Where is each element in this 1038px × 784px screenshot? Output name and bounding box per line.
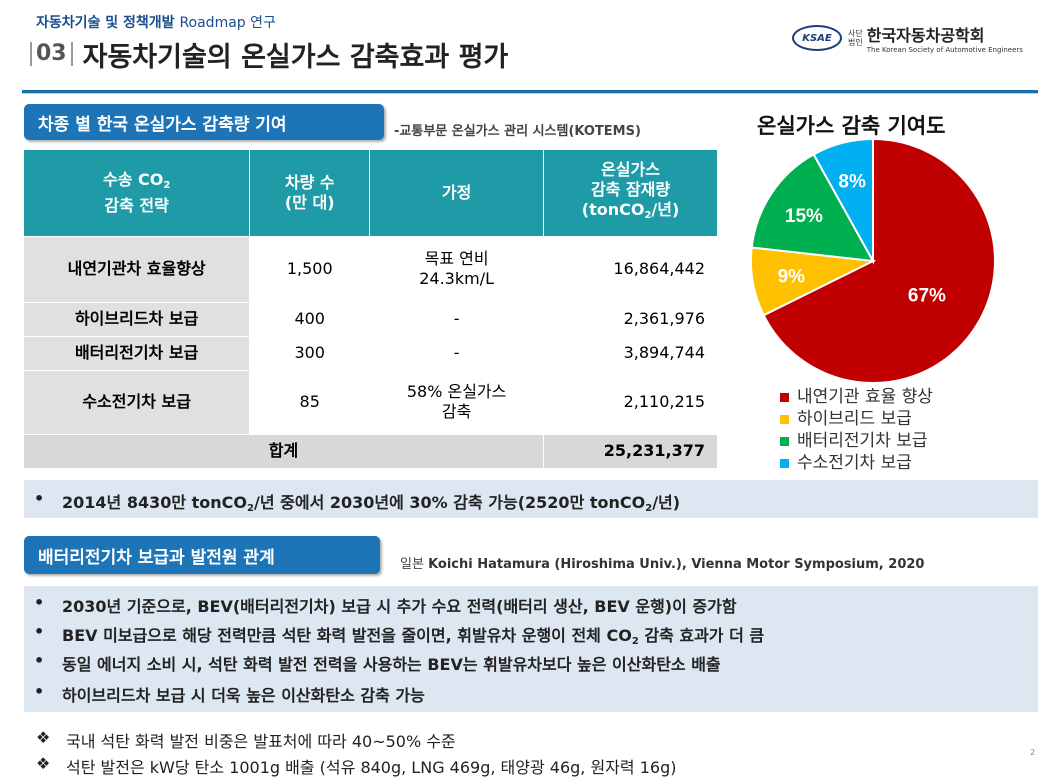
pie-label-3: 15% (785, 206, 823, 227)
row-strategy: 수소전기차 보급 (24, 369, 251, 434)
table-row: 하이브리드차 보급 400 - 2,361,976 (24, 301, 718, 336)
note-item: ❖ 국내 석탄 화력 발전 비중은 발표처에 따라 40~50% 수준 (36, 728, 456, 752)
legend-label: 수소전기차 보급 (797, 453, 912, 473)
logo-en-name: The Korean Society of Automotive Enginee… (866, 46, 1023, 54)
legend-item: 배터리전기차 보급 (780, 430, 933, 452)
row-count: 1,500 (249, 235, 371, 302)
pie-slice-1 (762, 137, 996, 384)
bullets-box (24, 586, 1038, 712)
ksae-logo: KSAE 사단 법인 한국자동차공학회 The Korean Society of… (792, 22, 1023, 54)
header-reduction: 온실가스 감축 잠재량 (tonCO2/년) (543, 150, 718, 236)
row-reduction: 16,864,442 (543, 235, 718, 302)
header-subtitle-ko: 자동차기술 및 정책개발 (36, 15, 175, 31)
title-row: 03 자동차기술의 온실가스 감축효과 평가 (30, 34, 508, 74)
row-strategy: 하이브리드차 보급 (24, 301, 251, 336)
header-subtitle-en: Roadmap 연구 (179, 15, 276, 31)
header-count: 차량 수 (만 대) (249, 150, 371, 236)
bullet-text: 2030년 기준으로, BEV(배터리전기차) 보급 시 추가 수요 전력(배터… (62, 597, 737, 616)
summary-text: 2014년 8430만 tonCO2/년 중에서 2030년에 30% 감축 가… (62, 493, 681, 514)
row-count: 400 (249, 301, 371, 336)
table-row: 수소전기차 보급 85 58% 온실가스 감축 2,110,215 (24, 369, 718, 434)
chart-title: 온실가스 감축 기여도 (757, 114, 946, 138)
section1-source: -교통부문 온실가스 관리 시스템(KOTEMS) (394, 124, 641, 139)
note-text: 국내 석탄 화력 발전 비중은 발표처에 따라 40~50% 수준 (66, 732, 456, 751)
page-number: 2 (1030, 748, 1036, 757)
row-strategy: 배터리전기차 보급 (24, 335, 251, 370)
row-strategy: 내연기관차 효율향상 (24, 235, 251, 302)
pie-chart: 67% 9% 15% 8% (750, 137, 996, 384)
note-text: 석탄 발전은 kW당 탄소 1001g 배출 (석유 840g, LNG 469… (66, 758, 677, 777)
row-assumption: 58% 온실가스 감축 (369, 369, 545, 434)
table-header-row: 수송 CO2 감축 전략 차량 수 (만 대) 가정 온실가스 감축 잠재량 (tonC… (24, 150, 718, 236)
pie-slice-4 (812, 137, 874, 265)
page-title: 자동차기술의 온실가스 감축효과 평가 (82, 41, 509, 73)
list-item: • BEV 미보급으로 해당 전력만큼 석탄 화력 발전을 줄이면, 휘발유차 운… (34, 622, 765, 647)
logo-corp-label: 사단 법인 (848, 29, 863, 47)
pie-label-1: 67% (908, 285, 946, 306)
ksae-logo-icon: KSAE (792, 25, 842, 51)
legend-item: 내연기관 효율 향상 (780, 386, 933, 408)
table-row: 내연기관차 효율향상 1,500 목표 연비 24.3km/L 16,864,44… (24, 235, 718, 302)
list-item: • 하이브리드차 보급 시 더욱 높은 이산화탄소 감축 가능 (34, 682, 425, 705)
legend-swatch (780, 458, 789, 468)
row-reduction: 2,110,215 (543, 369, 718, 434)
header-assumption: 가정 (369, 150, 545, 236)
note-symbol: ❖ (36, 728, 51, 747)
chart-legend: 내연기관 효율 향상 하이브리드 보급 배터리전기차 보급 수소전기차 보급 (780, 386, 933, 474)
section1-label: 차종 별 한국 온실가스 감축량 기여 (24, 104, 384, 140)
list-item: • 동일 에너지 소비 시, 석탄 화력 발전 전력을 사용하는 BEV는 휘발유… (34, 651, 721, 674)
pie-slice-3 (750, 153, 875, 263)
bullet-text: 하이브리드차 보급 시 더욱 높은 이산화탄소 감축 가능 (62, 686, 425, 705)
row-assumption: 목표 연비 24.3km/L (369, 235, 545, 302)
legend-label: 내연기관 효율 향상 (797, 387, 933, 407)
summary-bullet: • (34, 489, 45, 508)
row-assumption: - (369, 301, 545, 336)
summary-line: • 2014년 8430만 tonCO2/년 중에서 2030년에 30% 감축… (34, 489, 680, 514)
legend-label: 하이브리드 보급 (797, 409, 912, 429)
bullet-text: 동일 에너지 소비 시, 석탄 화력 발전 전력을 사용하는 BEV는 휘발유차… (62, 655, 721, 674)
note-item: ❖ 석탄 발전은 kW당 탄소 1001g 배출 (석유 840g, LNG 4… (36, 754, 676, 778)
section2-source: 일본 Koichi Hatamura (Hiroshima Univ.), Vi… (400, 557, 925, 572)
section-number: 03 (30, 42, 73, 66)
legend-swatch (780, 392, 789, 402)
total-value: 25,231,377 (543, 433, 718, 468)
table-row: 배터리전기차 보급 300 - 3,894,744 (24, 335, 718, 370)
row-assumption: - (369, 335, 545, 370)
list-item: • 2030년 기준으로, BEV(배터리전기차) 보급 시 추가 수요 전력(배… (34, 593, 737, 616)
row-count: 300 (249, 335, 371, 370)
title-divider-light (22, 93, 1038, 94)
summary-box (24, 480, 1038, 518)
table-total-row: 합계 25,231,377 (24, 433, 718, 468)
total-label: 합계 (24, 433, 545, 468)
legend-label: 배터리전기차 보급 (797, 431, 928, 451)
row-reduction: 3,894,744 (543, 335, 718, 370)
legend-swatch (780, 436, 789, 446)
legend-item: 하이브리드 보급 (780, 408, 933, 430)
legend-item: 수소전기차 보급 (780, 452, 933, 474)
title-divider (22, 90, 1038, 93)
row-reduction: 2,361,976 (543, 301, 718, 336)
header-strategy: 수송 CO2 감축 전략 (24, 150, 251, 236)
logo-name: 한국자동차공학회 (866, 26, 985, 45)
reduction-table: 수송 CO2 감축 전략 차량 수 (만 대) 가정 온실가스 감축 잠재량 (tonC… (24, 150, 718, 468)
row-count: 85 (249, 369, 371, 434)
header-subtitle: 자동차기술 및 정책개발 Roadmap 연구 (36, 12, 276, 32)
legend-swatch (780, 414, 789, 424)
pie-label-4: 8% (838, 172, 866, 193)
note-symbol: ❖ (36, 754, 51, 773)
bullet-text: BEV 미보급으로 해당 전력만큼 석탄 화력 발전을 줄이면, 휘발유차 운행… (62, 626, 765, 647)
section2-label: 배터리전기차 보급과 발전원 관계 (24, 536, 380, 574)
pie-label-2: 9% (778, 266, 806, 287)
